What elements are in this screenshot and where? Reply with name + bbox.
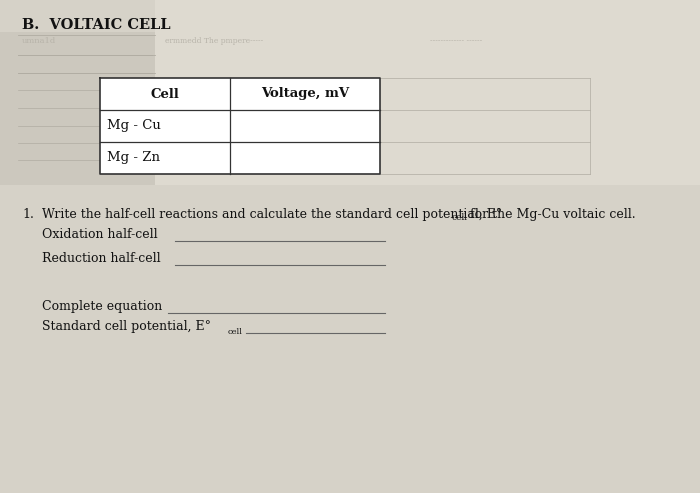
Bar — [0, 32, 155, 185]
Bar — [100, 78, 380, 174]
Text: Oxidation half-cell: Oxidation half-cell — [42, 228, 158, 241]
Text: Write the half-cell reactions and calculate the standard cell potential, E°: Write the half-cell reactions and calcul… — [42, 208, 503, 221]
Bar — [380, 78, 590, 174]
Text: Cell: Cell — [150, 87, 179, 101]
Text: Complete equation: Complete equation — [42, 300, 162, 313]
Text: B.  VOLTAIC CELL: B. VOLTAIC CELL — [22, 18, 171, 32]
Text: 1.: 1. — [22, 208, 34, 221]
Text: cell: cell — [452, 213, 468, 222]
Text: cell: cell — [228, 328, 243, 336]
Text: Voltage, mV: Voltage, mV — [261, 87, 349, 101]
Text: for the Mg-Cu voltaic cell.: for the Mg-Cu voltaic cell. — [466, 208, 636, 221]
Text: umna1d: umna1d — [22, 37, 56, 45]
Text: ermmedd The pmpere-----: ermmedd The pmpere----- — [165, 37, 263, 45]
Text: Standard cell potential, E°: Standard cell potential, E° — [42, 320, 211, 333]
Text: ------------- ------: ------------- ------ — [430, 37, 482, 45]
Text: Mg - Zn: Mg - Zn — [107, 151, 160, 165]
Bar — [155, 0, 700, 185]
Text: Reduction half-cell: Reduction half-cell — [42, 252, 160, 265]
Text: Mg - Cu: Mg - Cu — [107, 119, 161, 133]
